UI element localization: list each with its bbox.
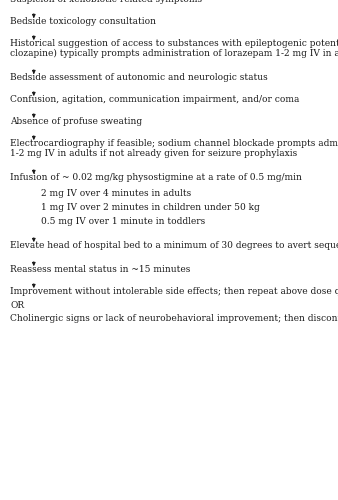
Text: clozapine) typically prompts administration of lorazepam 1-2 mg IV in adults: clozapine) typically prompts administrat… — [10, 49, 338, 58]
Text: Electrocardiography if feasible; sodium channel blockade prompts administration : Electrocardiography if feasible; sodium … — [10, 139, 338, 148]
Text: Absence of profuse sweating: Absence of profuse sweating — [10, 117, 142, 126]
Text: Cholinergic signs or lack of neurobehavioral improvement; then discontinue furth: Cholinergic signs or lack of neurobehavi… — [10, 314, 338, 323]
Text: 1-2 mg IV in adults if not already given for seizure prophylaxis: 1-2 mg IV in adults if not already given… — [10, 149, 297, 158]
Text: 0.5 mg IV over 1 minute in toddlers: 0.5 mg IV over 1 minute in toddlers — [41, 217, 205, 226]
Text: Confusion, agitation, communication impairment, and/or coma: Confusion, agitation, communication impa… — [10, 95, 299, 104]
Text: 1 mg IV over 2 minutes in children under 50 kg: 1 mg IV over 2 minutes in children under… — [41, 203, 259, 212]
Text: Bedside assessment of autonomic and neurologic status: Bedside assessment of autonomic and neur… — [10, 73, 268, 82]
Text: Infusion of ~ 0.02 mg/kg physostigmine at a rate of 0.5 mg/min: Infusion of ~ 0.02 mg/kg physostigmine a… — [10, 173, 302, 182]
Text: Improvement without intolerable side effects; then repeat above dose q1-2 hours : Improvement without intolerable side eff… — [10, 287, 338, 296]
Text: Historical suggestion of access to substances with epileptogenic potential (e.g.: Historical suggestion of access to subst… — [10, 39, 338, 48]
Text: Bedside toxicology consultation: Bedside toxicology consultation — [10, 17, 156, 26]
Text: Reassess mental status in ~15 minutes: Reassess mental status in ~15 minutes — [10, 265, 191, 274]
Text: OR: OR — [10, 301, 24, 310]
Text: 2 mg IV over 4 minutes in adults: 2 mg IV over 4 minutes in adults — [41, 189, 191, 198]
Text: Elevate head of hospital bed to a minimum of 30 degrees to avert sequelae from p: Elevate head of hospital bed to a minimu… — [10, 241, 338, 250]
Text: Suspicion of xenobiotic-related symptoms: Suspicion of xenobiotic-related symptoms — [10, 0, 202, 4]
